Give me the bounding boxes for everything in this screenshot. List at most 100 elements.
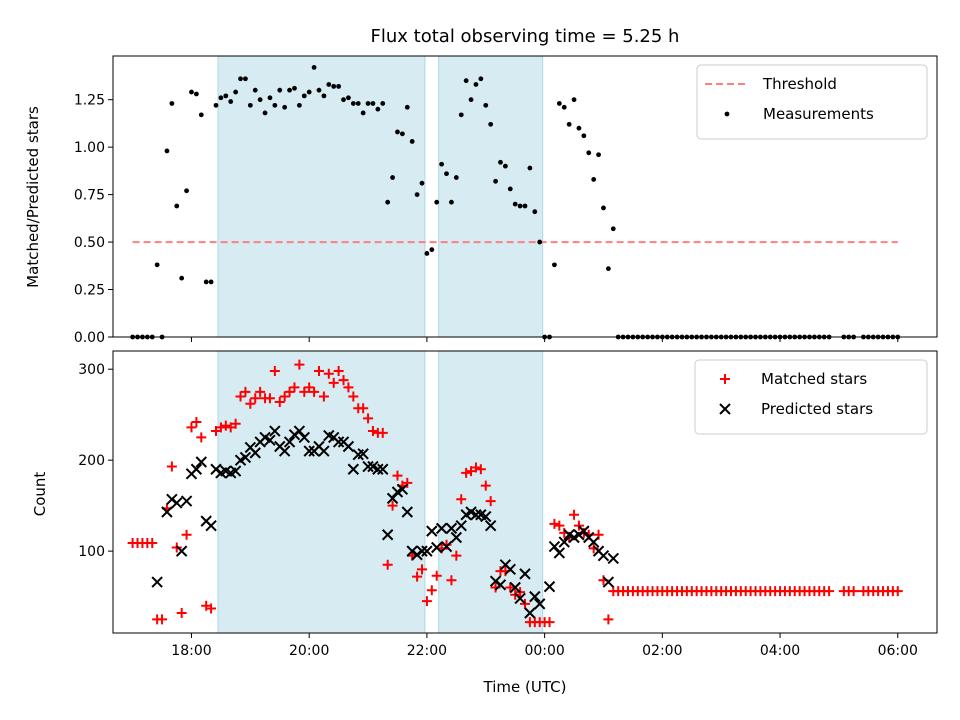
data-point-measurements-41 bbox=[331, 83, 337, 89]
data-point-matched-stars-19 bbox=[220, 420, 231, 431]
data-point-measurements-72 bbox=[483, 102, 489, 108]
data-point-matched-stars-85 bbox=[544, 617, 555, 628]
data-point-measurements-54 bbox=[395, 129, 400, 135]
data-point-matched-stars-45 bbox=[348, 391, 359, 402]
data-point-measurements-45 bbox=[350, 101, 356, 106]
data-point-predicted-stars-4 bbox=[175, 545, 188, 557]
data-point-matched-stars-53 bbox=[387, 500, 398, 511]
data-point-predicted-stars-25 bbox=[278, 445, 291, 457]
y-tick-label-300: 300 bbox=[78, 362, 105, 378]
data-point-predicted-stars-53 bbox=[416, 545, 428, 557]
y-tick-label-0.75: 0.75 bbox=[74, 188, 105, 204]
data-point-predicted-stars-56 bbox=[431, 541, 443, 554]
data-point-measurements-81 bbox=[527, 165, 533, 171]
data-point-matched-stars-22 bbox=[235, 391, 246, 402]
data-point-predicted-stars-36 bbox=[332, 436, 345, 448]
data-point-matched-stars-30 bbox=[274, 396, 285, 407]
y-tick-label-100: 100 bbox=[78, 544, 105, 560]
top-panel: 0.00 0.25 0.50 0.75 1.00 1.25 Threshold Measure… bbox=[74, 55, 938, 346]
data-point-predicted-stars-64 bbox=[470, 509, 482, 521]
data-point-matched-stars-8 bbox=[166, 461, 177, 472]
data-point-matched-stars-153 bbox=[892, 586, 903, 597]
data-point-measurements-98 bbox=[610, 226, 616, 232]
x-tick-label-04:00: 04:00 bbox=[760, 643, 800, 659]
data-point-predicted-stars-41 bbox=[357, 448, 369, 460]
data-point-matched-stars-44 bbox=[343, 382, 354, 393]
data-point-matched-stars-66 bbox=[451, 550, 462, 561]
y-tick-label-0.50: 0.50 bbox=[74, 235, 105, 251]
data-point-matched-stars-145 bbox=[848, 586, 859, 597]
data-point-measurements-80 bbox=[522, 203, 528, 209]
data-point-measurements-24 bbox=[247, 102, 253, 108]
shaded-interval-1 bbox=[217, 350, 426, 634]
data-point-measurements-93 bbox=[586, 150, 592, 156]
data-point-matched-stars-49 bbox=[367, 426, 378, 437]
data-point-measurements-42 bbox=[336, 83, 342, 89]
data-point-measurements-53 bbox=[390, 175, 395, 180]
data-point-measurements-60 bbox=[424, 251, 430, 256]
data-point-measurements-90 bbox=[571, 97, 577, 103]
data-point-matched-stars-14 bbox=[196, 432, 207, 443]
data-point-measurements-88 bbox=[561, 104, 567, 110]
legend-marker-measurements bbox=[724, 111, 730, 117]
data-point-matched-stars-32 bbox=[284, 386, 295, 397]
data-point-measurements-28 bbox=[267, 95, 273, 101]
data-point-matched-stars-40 bbox=[323, 368, 334, 379]
data-point-measurements-65 bbox=[449, 199, 454, 205]
data-point-measurements-39 bbox=[321, 93, 327, 99]
top-y-axis-label: Matched/Predicted stars bbox=[24, 106, 42, 288]
data-point-matched-stars-68 bbox=[461, 467, 472, 478]
y-tick-label-1.00: 1.00 bbox=[74, 140, 105, 156]
shaded-interval-1 bbox=[217, 55, 426, 338]
data-point-matched-stars-33 bbox=[289, 382, 300, 393]
data-point-measurements-87 bbox=[556, 101, 562, 106]
data-point-predicted-stars-77 bbox=[534, 598, 546, 610]
data-point-measurements-27 bbox=[262, 110, 268, 116]
data-point-matched-stars-77 bbox=[505, 582, 516, 593]
data-point-measurements-64 bbox=[444, 171, 449, 177]
data-point-matched-stars-41 bbox=[328, 377, 339, 388]
data-point-measurements-59 bbox=[419, 180, 425, 186]
data-point-predicted-stars-28 bbox=[293, 425, 306, 437]
data-point-measurements-70 bbox=[473, 82, 479, 87]
x-axis-label: Time (UTC) bbox=[483, 678, 567, 696]
data-point-matched-stars-73 bbox=[485, 496, 496, 507]
data-point-predicted-stars-59 bbox=[445, 522, 458, 535]
data-point-predicted-stars-47 bbox=[386, 492, 399, 505]
data-point-measurements-13 bbox=[193, 91, 199, 97]
data-point-measurements-68 bbox=[463, 78, 469, 84]
data-point-predicted-stars-45 bbox=[377, 463, 389, 475]
data-point-measurements-21 bbox=[233, 89, 239, 95]
data-point-predicted-stars-57 bbox=[435, 522, 448, 535]
data-point-measurements-79 bbox=[517, 203, 523, 209]
data-point-measurements-23 bbox=[243, 76, 248, 82]
data-point-measurements-97 bbox=[605, 266, 611, 272]
data-point-measurements-9 bbox=[174, 203, 180, 209]
data-point-matched-stars-72 bbox=[480, 480, 491, 491]
data-point-measurements-49 bbox=[370, 101, 376, 106]
data-point-measurements-94 bbox=[591, 177, 597, 182]
data-point-predicted-stars-44 bbox=[372, 463, 384, 475]
data-point-predicted-stars-91 bbox=[607, 552, 619, 565]
data-point-measurements-91 bbox=[576, 125, 582, 131]
data-point-measurements-34 bbox=[296, 102, 302, 108]
data-point-measurements-33 bbox=[292, 85, 297, 91]
data-point-matched-stars-56 bbox=[402, 477, 413, 488]
axes-frame bbox=[112, 55, 938, 338]
data-point-measurements-11 bbox=[184, 188, 189, 194]
data-point-matched-stars-23 bbox=[240, 386, 251, 397]
legend-label-matched-stars: Matched stars bbox=[761, 370, 867, 388]
data-point-predicted-stars-38 bbox=[342, 440, 355, 453]
data-point-measurements-56 bbox=[404, 104, 410, 110]
data-point-predicted-stars-71 bbox=[504, 563, 516, 576]
data-point-predicted-stars-55 bbox=[426, 525, 438, 537]
data-point-predicted-stars-81 bbox=[558, 536, 570, 548]
x-tick-label-20:00: 20:00 bbox=[289, 643, 329, 659]
data-point-predicted-stars-46 bbox=[381, 529, 394, 541]
legend-box bbox=[694, 359, 928, 435]
data-point-predicted-stars-23 bbox=[269, 425, 281, 437]
data-point-measurements-89 bbox=[566, 121, 572, 127]
data-point-matched-stars-26 bbox=[255, 386, 266, 397]
data-point-predicted-stars-26 bbox=[283, 436, 296, 448]
